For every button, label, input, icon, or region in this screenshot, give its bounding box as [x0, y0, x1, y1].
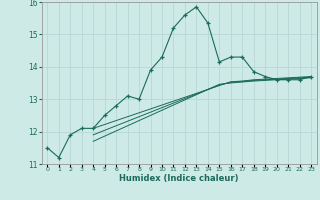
X-axis label: Humidex (Indice chaleur): Humidex (Indice chaleur)	[119, 174, 239, 183]
